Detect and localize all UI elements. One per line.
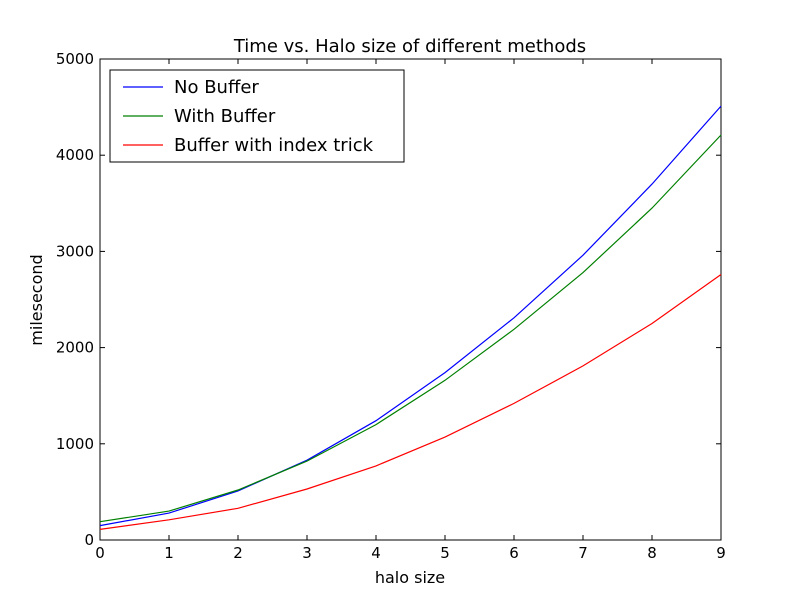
y-axis-title: milesecond <box>27 254 46 345</box>
y-tick-label: 5000 <box>56 50 94 68</box>
series-line-3 <box>99 274 722 530</box>
x-axis-title: halo size <box>375 568 445 587</box>
series-line-1 <box>99 105 722 527</box>
chart-title: Time vs. Halo size of different methods <box>233 36 586 57</box>
x-tick-label: 1 <box>164 544 174 562</box>
x-tick-label: 2 <box>233 544 243 562</box>
legend-label: Buffer with index trick <box>174 135 374 156</box>
x-tick-label: 8 <box>647 544 657 562</box>
y-tick-label: 4000 <box>56 146 94 164</box>
x-tick-label: 4 <box>371 544 381 562</box>
x-tick-label: 0 <box>95 544 105 562</box>
series-line-2 <box>99 134 722 523</box>
y-tick-label: 2000 <box>56 339 94 357</box>
legend: No Buffer With Buffer Buffer with index tr… <box>109 69 405 163</box>
y-tick-label: 1000 <box>56 435 94 453</box>
y-tick-label: 0 <box>84 531 94 549</box>
legend-label: With Buffer <box>174 106 276 127</box>
x-tick-label: 6 <box>509 544 519 562</box>
x-tick-label: 3 <box>302 544 312 562</box>
x-tick-label: 7 <box>578 544 588 562</box>
x-tick-label: 5 <box>440 544 450 562</box>
x-tick-label: 9 <box>716 544 726 562</box>
series-lines <box>99 105 722 530</box>
legend-label: No Buffer <box>174 77 259 98</box>
y-tick-label: 3000 <box>56 242 94 260</box>
axis-ticks: 0 1 2 3 4 5 6 7 8 9 0 1000 2000 3000 4000 5000 <box>56 50 726 562</box>
